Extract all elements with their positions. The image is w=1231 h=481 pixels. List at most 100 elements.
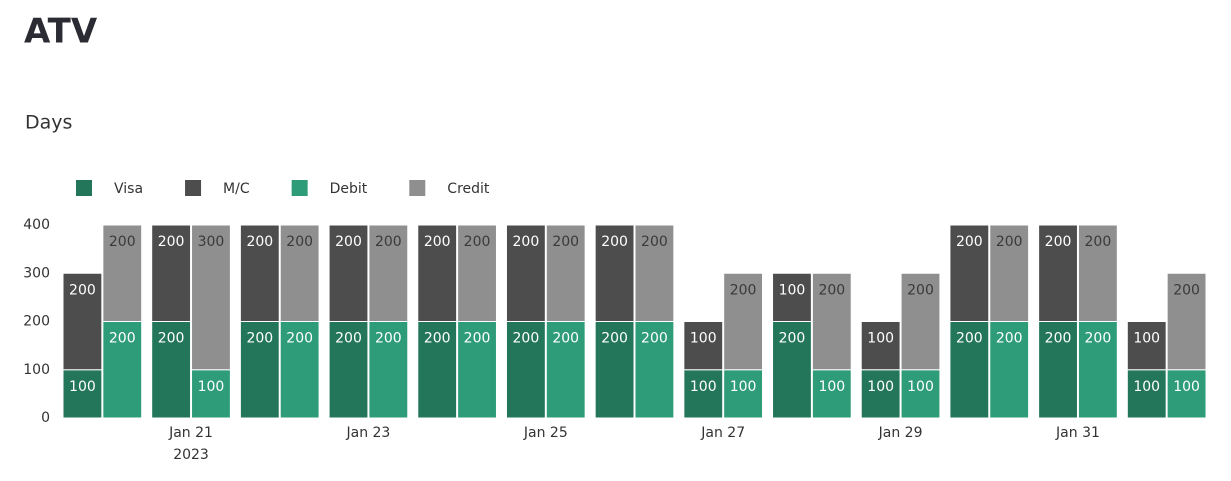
bar-segment: [505, 321, 546, 419]
bar-segment: [634, 224, 675, 322]
y-tick-label: 200: [23, 314, 50, 330]
bar-segment: [1077, 321, 1118, 419]
bar-segment: [279, 224, 320, 322]
data-label: 300: [198, 234, 225, 250]
data-label: 100: [818, 379, 845, 395]
data-label: 200: [1085, 234, 1112, 250]
data-label: 100: [779, 282, 806, 298]
bar-segment: [328, 321, 369, 419]
bar-segment: [545, 321, 586, 419]
data-label: 200: [1045, 331, 1072, 347]
x-tick-label: Jan 23: [345, 425, 390, 441]
bar-segment: [1126, 321, 1167, 371]
data-label: 200: [601, 234, 628, 250]
x-tick-year: 2023: [173, 447, 209, 463]
data-label: 200: [158, 331, 185, 347]
bar-segment: [151, 224, 192, 322]
x-tick-label: Jan 31: [1055, 425, 1100, 441]
bar-segment: [191, 369, 231, 419]
data-label: 200: [158, 234, 185, 250]
data-label: 200: [1173, 282, 1200, 298]
bar-segment: [634, 321, 675, 419]
bar-segment: [505, 224, 546, 322]
bar-segment: [545, 224, 586, 322]
data-label: 200: [69, 282, 96, 298]
data-label: 100: [690, 379, 717, 395]
data-label: 200: [109, 331, 136, 347]
bar-segment: [683, 369, 724, 419]
data-label: 200: [424, 234, 451, 250]
legend-label: Credit: [447, 181, 490, 197]
bar-segment: [860, 321, 901, 371]
y-tick-label: 0: [41, 410, 50, 426]
legend-label: Visa: [114, 181, 143, 197]
x-tick-label: Jan 27: [700, 425, 745, 441]
bar-segment: [102, 224, 143, 322]
data-label: 200: [1085, 331, 1112, 347]
legend-label: Debit: [330, 181, 368, 197]
legend-swatch: [76, 180, 92, 196]
bar-segment: [811, 369, 852, 419]
bar-segment: [328, 224, 369, 322]
data-label: 200: [464, 234, 491, 250]
data-label: 200: [424, 331, 451, 347]
legend-swatch: [291, 180, 308, 196]
data-label: 200: [601, 331, 628, 347]
data-label: 200: [513, 331, 540, 347]
data-label: 100: [907, 379, 934, 395]
data-label: 200: [375, 331, 402, 347]
data-label: 200: [1045, 234, 1072, 250]
legend-label: M/C: [223, 181, 250, 197]
data-label: 200: [996, 234, 1023, 250]
bar-segment: [594, 321, 635, 419]
data-label: 200: [375, 234, 402, 250]
data-label: 200: [335, 234, 362, 250]
bar-segment: [949, 321, 990, 419]
bar-segment: [239, 224, 280, 322]
bar-segment: [62, 272, 103, 371]
data-label: 200: [641, 331, 668, 347]
x-tick-label: Jan 25: [523, 425, 568, 441]
chart-subtitle: Days: [25, 112, 72, 134]
data-label: 200: [246, 331, 273, 347]
bar-segment: [811, 272, 852, 371]
bar-segment: [723, 272, 764, 371]
bar-segment: [279, 321, 320, 419]
data-label: 100: [198, 379, 225, 395]
chart-title: ATV: [24, 12, 98, 52]
data-label: 200: [513, 234, 540, 250]
x-tick-label: Jan 21: [168, 425, 213, 441]
data-label: 200: [464, 331, 491, 347]
data-label: 100: [867, 379, 894, 395]
data-label: 100: [730, 379, 757, 395]
bar-segment: [417, 321, 458, 419]
bar-segment: [62, 369, 103, 419]
data-label: 100: [69, 379, 96, 395]
data-label: 200: [335, 331, 362, 347]
bar-segment: [457, 224, 497, 322]
bar-segment: [1038, 224, 1078, 322]
y-tick-label: 300: [23, 265, 50, 281]
data-label: 200: [286, 234, 313, 250]
bar-segment: [151, 321, 192, 419]
bar-segment: [368, 224, 409, 322]
legend-swatch: [409, 180, 426, 196]
data-label: 200: [818, 282, 845, 298]
data-label: 100: [1133, 379, 1160, 395]
data-label: 200: [956, 234, 983, 250]
bar-segment: [683, 321, 724, 371]
legend-swatch: [185, 180, 202, 196]
data-label: 200: [779, 331, 806, 347]
bar-segment: [191, 224, 231, 371]
data-label: 100: [867, 331, 894, 347]
bar-segment: [457, 321, 497, 419]
bar-segment: [1126, 369, 1167, 419]
y-tick-label: 400: [23, 217, 50, 233]
bar-segment: [989, 224, 1030, 322]
bar-segment: [368, 321, 409, 419]
bar-segment: [1077, 224, 1118, 322]
data-label: 100: [690, 331, 717, 347]
data-label: 200: [109, 234, 136, 250]
